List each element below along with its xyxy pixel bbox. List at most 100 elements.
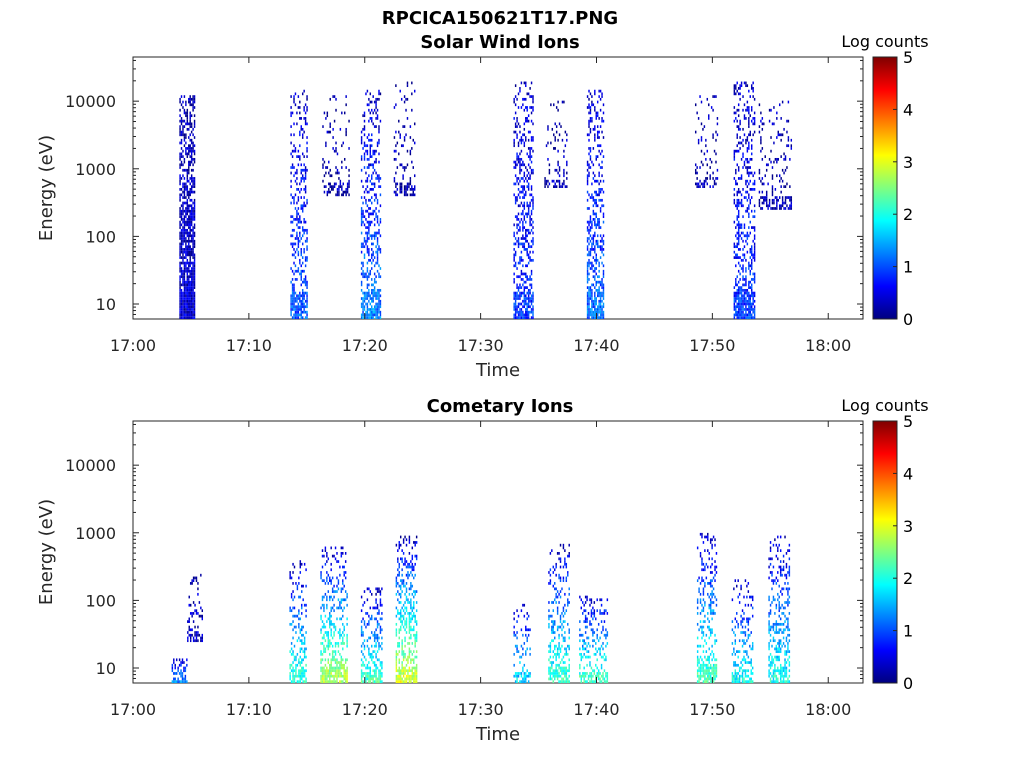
heatmap-cell [565,674,568,678]
heatmap-cell [188,97,190,101]
heatmap-cell [414,674,416,678]
heatmap-cell [742,204,744,208]
heatmap-cell [194,639,196,643]
heatmap-cell [189,264,191,268]
heatmap-cell [516,677,518,681]
heatmap-cell [368,258,370,262]
heatmap-cell [304,171,307,175]
heatmap-cell [330,669,332,673]
heatmap-cell [595,267,597,270]
heatmap-cell [363,620,366,623]
heatmap-cell [564,647,566,651]
heatmap-cell [186,168,189,172]
heatmap-cell [371,144,373,148]
heatmap-cell [305,677,307,681]
heatmap-cell [331,606,334,610]
heatmap-cell [746,242,749,246]
heatmap-cell [715,160,717,164]
heatmap-cell [411,562,414,566]
heatmap-cell [369,198,372,202]
heatmap-cell [591,119,593,123]
heatmap-cell [372,111,374,115]
heatmap-cell [189,239,191,243]
heatmap-cell [413,661,415,664]
heatmap-cell [294,207,297,210]
heatmap-cell [530,188,533,191]
heatmap-cell [320,573,322,577]
heatmap-cell [303,308,305,311]
heatmap-cell [530,302,533,306]
heatmap-cell [523,204,526,208]
heatmap-cell [371,278,373,281]
heatmap-cell [188,218,190,221]
heatmap-cell [188,127,190,131]
heatmap-cell [733,286,736,289]
heatmap-cell [760,138,762,142]
heatmap-cell [525,193,527,197]
heatmap-cell [379,294,382,298]
heatmap-cell [303,305,305,309]
heatmap-cell [190,250,193,254]
heatmap-cell [592,680,594,683]
heatmap-cell [180,294,183,298]
heatmap-cell [372,674,374,678]
heatmap-cell [185,212,187,216]
heatmap-cell [179,297,181,300]
heatmap-cell [592,204,595,208]
heatmap-cell [375,601,377,604]
heatmap-cell [321,549,324,552]
heatmap-cell [565,672,568,675]
heatmap-cell [589,228,592,232]
heatmap-cell [525,297,527,300]
heatmap-cell [526,308,528,311]
heatmap-cell [743,297,746,300]
heatmap-cell [753,226,756,229]
heatmap-cell [381,612,383,615]
heatmap-cell [397,642,399,645]
heatmap-cell [589,119,592,123]
heatmap-cell [526,639,528,643]
heatmap-cell [368,308,370,311]
heatmap-cell [326,560,328,563]
heatmap-cell [179,269,181,273]
heatmap-cell [294,313,297,317]
heatmap-cell [366,248,369,251]
heatmap-cell [514,250,517,254]
heatmap-cell [371,288,373,292]
heatmap-cell [336,677,338,681]
heatmap-cell [532,305,534,309]
heatmap-cell [303,248,305,251]
heatmap-cell [599,280,602,284]
heatmap-cell [763,196,765,199]
heatmap-cell [404,636,406,640]
heatmap-cell [532,204,534,208]
heatmap-cell [588,264,590,268]
heatmap-cell [559,669,562,673]
heatmap-cell [753,280,756,284]
heatmap-cell [401,642,403,645]
heatmap-cell [552,571,555,574]
heatmap-cell [371,299,373,303]
heatmap-cell [182,234,184,238]
heatmap-cell [320,652,322,656]
heatmap-cell [519,258,521,262]
heatmap-cell [761,182,764,186]
heatmap-cell [300,275,302,279]
heatmap-cell [185,103,187,107]
heatmap-cell [601,198,603,202]
heatmap-cell [735,111,737,115]
heatmap-cell [291,291,294,295]
heatmap-cell [326,576,328,580]
heatmap-cell [293,299,295,303]
heatmap-cell [602,220,605,224]
heatmap-cell [523,642,526,645]
heatmap-cell [375,297,377,300]
heatmap-cell [579,663,581,667]
heatmap-cell [369,152,372,156]
heatmap-cell [195,633,198,637]
heatmap-cell [180,316,183,319]
heatmap-cell [292,598,294,602]
heatmap-cell [529,166,531,169]
heatmap-cell [523,663,526,667]
heatmap-cell [513,272,515,276]
